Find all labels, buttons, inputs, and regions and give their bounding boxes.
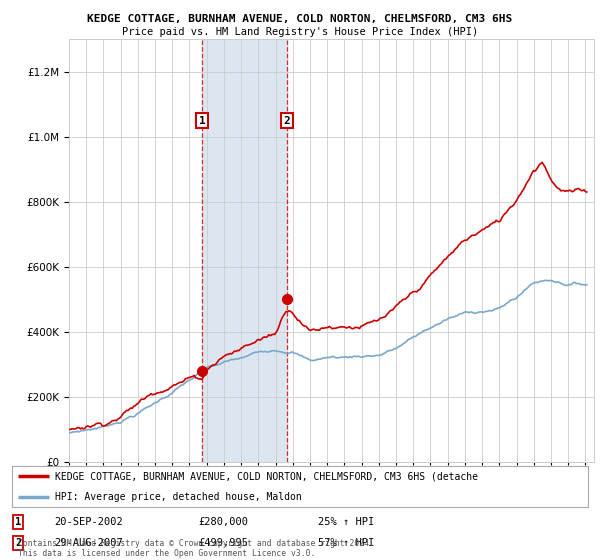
Text: KEDGE COTTAGE, BURNHAM AVENUE, COLD NORTON, CHELMSFORD, CM3 6HS (detache: KEDGE COTTAGE, BURNHAM AVENUE, COLD NORT… — [55, 471, 478, 481]
Text: £499,995: £499,995 — [198, 538, 248, 548]
Text: Price paid vs. HM Land Registry's House Price Index (HPI): Price paid vs. HM Land Registry's House … — [122, 27, 478, 37]
Bar — [202, 39, 287, 462]
Text: 29-AUG-2007: 29-AUG-2007 — [54, 538, 123, 548]
Text: 1: 1 — [199, 115, 205, 125]
Text: 25% ↑ HPI: 25% ↑ HPI — [318, 517, 374, 527]
Text: 20-SEP-2002: 20-SEP-2002 — [54, 517, 123, 527]
Text: 57% ↑ HPI: 57% ↑ HPI — [318, 538, 374, 548]
Text: 2: 2 — [15, 538, 21, 548]
Text: HPI: Average price, detached house, Maldon: HPI: Average price, detached house, Mald… — [55, 492, 302, 502]
Text: Contains HM Land Registry data © Crown copyright and database right 2024.
This d: Contains HM Land Registry data © Crown c… — [18, 539, 374, 558]
Text: 2: 2 — [283, 115, 290, 125]
Text: 1: 1 — [15, 517, 21, 527]
Text: KEDGE COTTAGE, BURNHAM AVENUE, COLD NORTON, CHELMSFORD, CM3 6HS: KEDGE COTTAGE, BURNHAM AVENUE, COLD NORT… — [88, 14, 512, 24]
Text: £280,000: £280,000 — [198, 517, 248, 527]
